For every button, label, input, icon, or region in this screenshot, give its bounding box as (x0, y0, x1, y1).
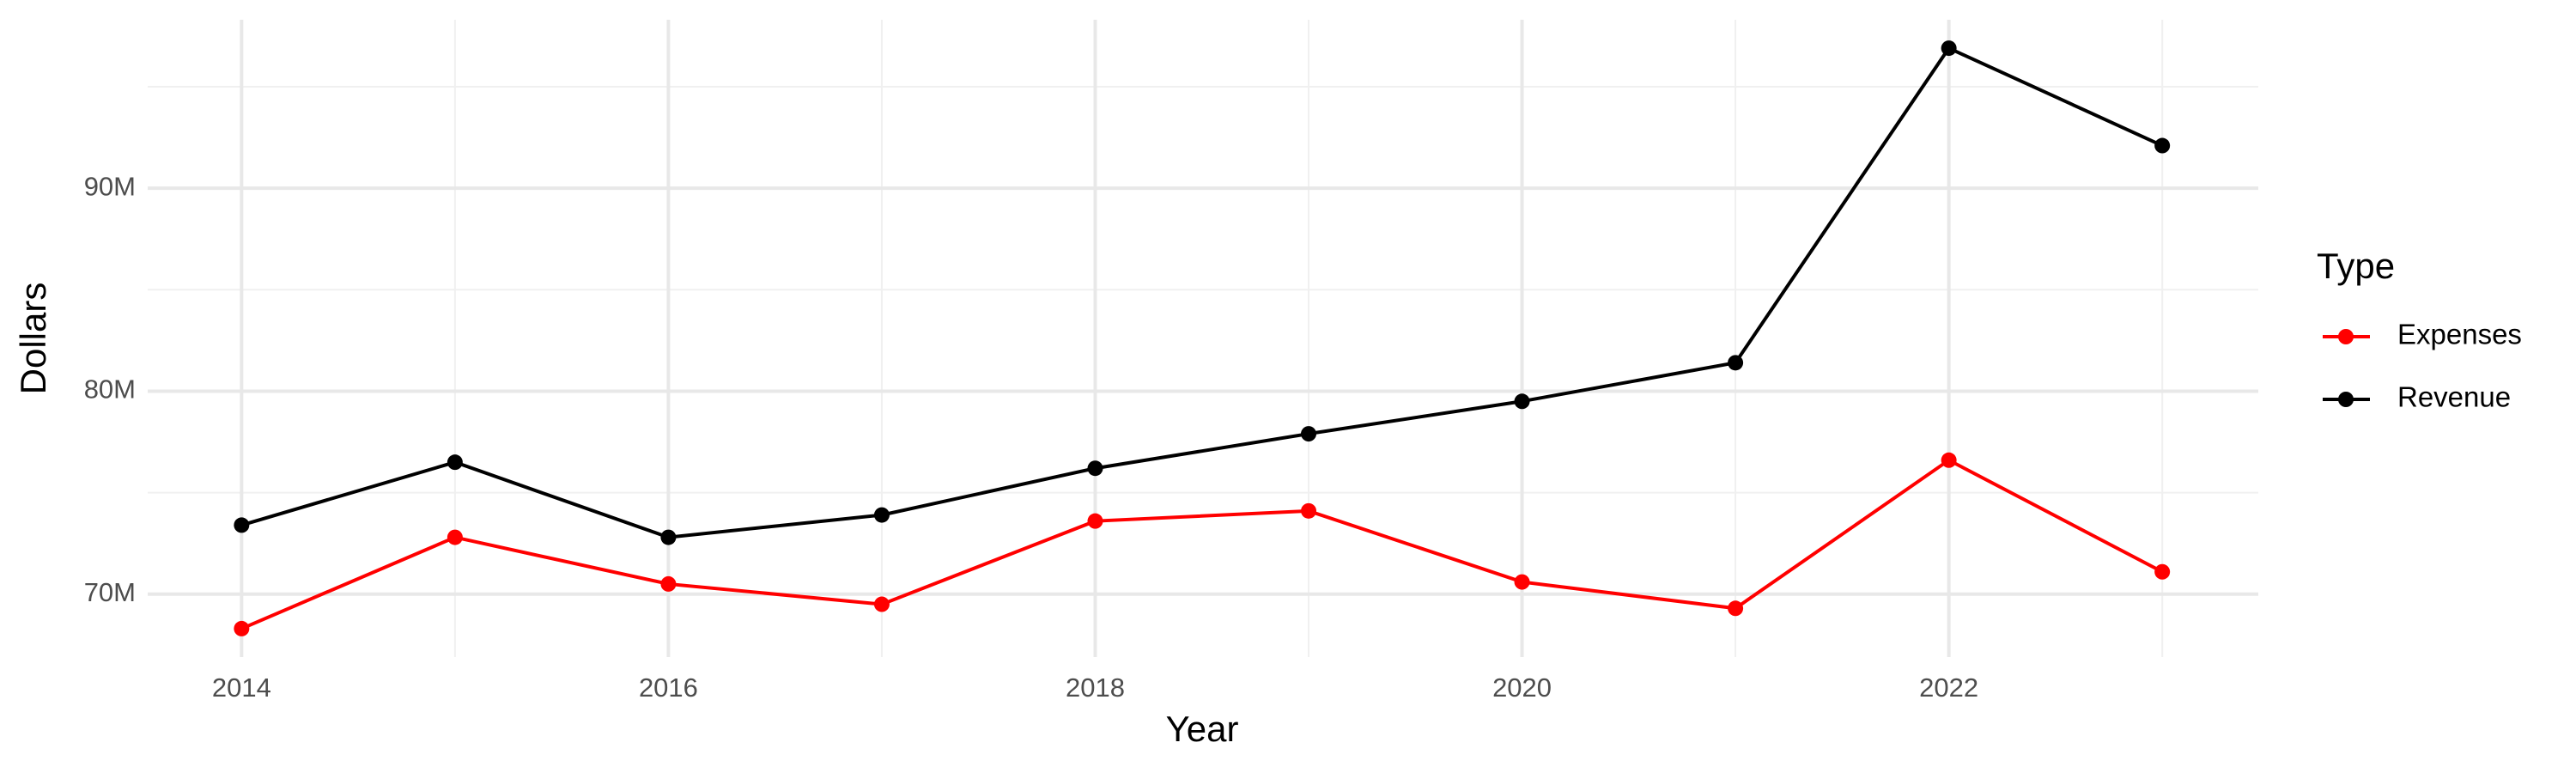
legend-label: Expenses (2397, 319, 2522, 350)
data-point (873, 507, 890, 523)
data-point (873, 596, 890, 612)
x-tick-label: 2014 (212, 673, 271, 703)
data-point (1728, 355, 1744, 371)
data-point (1514, 574, 1530, 590)
x-tick-label: 2016 (639, 673, 698, 703)
x-axis-title: Year (1166, 709, 1239, 749)
data-point (1514, 393, 1530, 410)
x-tick-label: 2020 (1492, 673, 1552, 703)
x-tick-label: 2022 (1919, 673, 1978, 703)
data-point (660, 529, 677, 545)
data-point (234, 620, 250, 636)
data-point (1941, 40, 1957, 57)
data-point (1087, 460, 1103, 477)
data-point (1301, 502, 1317, 519)
data-point (2154, 563, 2171, 580)
data-point (1941, 452, 1957, 468)
legend-key-point (2338, 392, 2354, 407)
legend-title: Type (2317, 246, 2395, 286)
data-point (2154, 137, 2171, 154)
data-point (447, 454, 463, 471)
y-tick-label: 90M (84, 171, 136, 201)
x-tick-label: 2018 (1066, 673, 1125, 703)
series-line (240, 46, 2163, 539)
legend-label: Revenue (2397, 381, 2511, 413)
series-line (240, 458, 2164, 630)
legend-key-point (2338, 329, 2354, 344)
data-point (447, 529, 463, 545)
data-point (660, 575, 677, 592)
y-tick-label: 70M (84, 577, 136, 607)
data-point (1301, 426, 1317, 442)
y-axis-title: Dollars (13, 283, 53, 395)
data-point (1087, 513, 1103, 529)
data-point (234, 517, 250, 533)
data-point (1728, 600, 1744, 617)
y-tick-label: 80M (84, 374, 136, 405)
